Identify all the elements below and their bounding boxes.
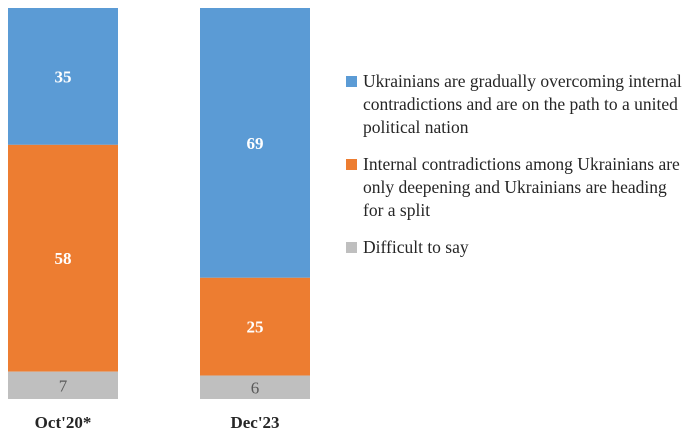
data-label-1-1: 25 (247, 318, 264, 337)
bar-segment-0-0 (8, 8, 118, 145)
legend-swatch-0 (346, 76, 357, 87)
legend-item-1: Internal contradictions among Ukrainians… (346, 153, 684, 222)
data-label-0-0: 35 (55, 67, 72, 86)
legend-swatch-2 (346, 242, 357, 253)
data-label-0-2: 7 (59, 376, 68, 395)
chart-legend: Ukrainians are gradually overcoming inte… (346, 70, 684, 273)
legend-item-2: Difficult to say (346, 236, 684, 259)
data-label-1-2: 6 (251, 378, 260, 397)
bar-segment-1-0 (200, 8, 310, 278)
legend-item-0: Ukrainians are gradually overcoming inte… (346, 70, 684, 139)
legend-label-1: Internal contradictions among Ukrainians… (363, 154, 680, 220)
bar-segment-1-2 (200, 375, 310, 399)
legend-label-0: Ukrainians are gradually overcoming inte… (363, 71, 682, 137)
bar-segment-0-1 (8, 144, 118, 372)
legend-label-2: Difficult to say (363, 237, 469, 257)
bar-segment-1-1 (200, 277, 310, 376)
category-label-1: Dec'23 (230, 413, 279, 432)
category-label-0: Oct'20* (35, 413, 92, 432)
data-label-1-0: 69 (247, 134, 264, 153)
data-label-0-1: 58 (55, 249, 72, 268)
legend-swatch-1 (346, 159, 357, 170)
bar-segment-0-2 (8, 371, 118, 399)
